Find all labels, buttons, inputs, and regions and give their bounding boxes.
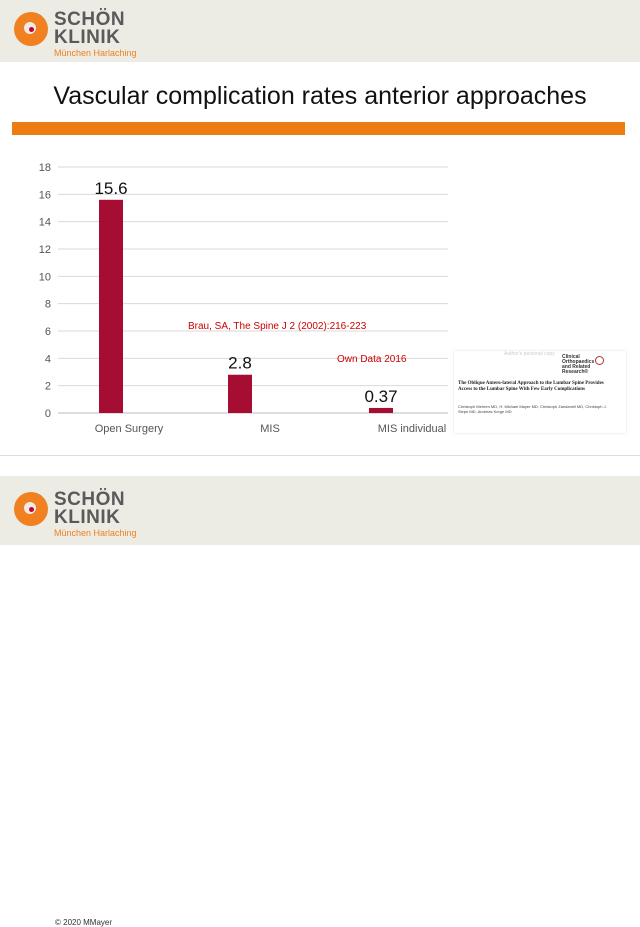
orange-divider [12, 122, 625, 135]
y-tick-label: 16 [39, 189, 51, 201]
y-tick-label: 10 [39, 271, 51, 283]
x-tick-label: MIS [260, 423, 280, 435]
data-label: 15.6 [94, 179, 127, 198]
bar [228, 374, 252, 413]
paper-thumbnail: Author's personal copy Clinical Orthopae… [454, 351, 626, 433]
paper-journal: Clinical Orthopaedics and Related Resear… [562, 354, 595, 375]
y-tick-label: 14 [39, 217, 51, 229]
x-tick-label: Open Surgery [95, 423, 164, 435]
bar-chart: 0 2 4 6 8 10 12 14 16 18 15.6 Open Surgery 2.8 MIS 0.3… [39, 162, 448, 435]
y-tick-label: 4 [45, 353, 51, 365]
y-tick-label: 12 [39, 244, 51, 256]
bar [99, 199, 123, 413]
logo-text-line2: KLINIK [54, 27, 121, 48]
data-label: 2.8 [228, 354, 252, 373]
logo-dot-icon [29, 507, 34, 512]
y-tick-label: 2 [45, 381, 51, 393]
reference-annotation: Brau, SA, The Spine J 2 (2002):216-223 [188, 321, 367, 332]
logo-subtitle: München Harlaching [54, 528, 137, 538]
header-band: SCHÖN KLINIK München Harlaching [0, 0, 640, 62]
x-tick-label: MIS individual [378, 423, 446, 435]
paper-title: The Oblique Antero-lateral Approach to t… [458, 381, 604, 392]
own-data-annotation: Own Data 2016 [337, 354, 407, 365]
copyright-text: © 2020 MMayer [55, 918, 113, 927]
bar [369, 407, 393, 413]
paper-authors: Christoph Mehren MD, H. Michael Mayer MD… [458, 404, 607, 414]
logo-text-line1: SCHÖN [54, 9, 126, 30]
bottom-band: SCHÖN KLINIK München Harlaching [0, 476, 640, 545]
y-tick-label: 6 [45, 326, 51, 338]
y-tick-label: 18 [39, 162, 51, 174]
data-label: 0.37 [364, 387, 397, 406]
y-tick-label: 0 [45, 408, 51, 420]
footer-bar: © 2020 MMayer [0, 455, 640, 927]
paper-author-copy: Author's personal copy [504, 351, 555, 357]
slide-title: Vascular complication rates anterior app… [53, 82, 587, 110]
y-tick-label: 8 [45, 299, 51, 311]
logo-dot-icon [29, 27, 34, 32]
logo-text-line2: KLINIK [54, 507, 121, 528]
journal-emblem-icon [595, 356, 604, 365]
logo-text-line1: SCHÖN [54, 489, 126, 510]
schoen-klinik-logo: SCHÖN KLINIK München Harlaching [14, 6, 144, 58]
schoen-klinik-logo-bottom: SCHÖN KLINIK München Harlaching [14, 486, 144, 538]
logo-subtitle: München Harlaching [54, 48, 137, 58]
